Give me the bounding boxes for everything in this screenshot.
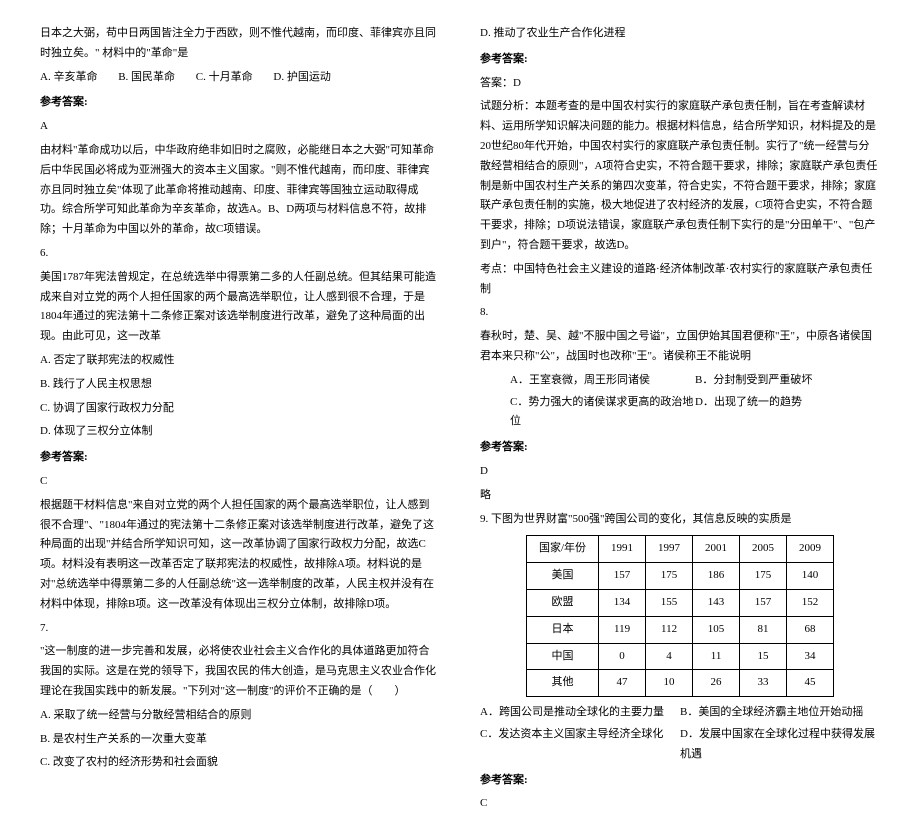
q8-note: 略 <box>480 486 880 506</box>
table-cell: 11 <box>693 643 740 670</box>
q9-number: 9. <box>480 513 488 525</box>
table-cell: 81 <box>740 616 787 643</box>
q8-choice-b: B．分封制受到严重破坏 <box>695 371 880 391</box>
table-cell: 15 <box>740 643 787 670</box>
table-cell: 4 <box>646 643 693 670</box>
table-cell: 美国 <box>526 563 598 590</box>
q6-answer: C <box>40 472 440 492</box>
q9-choice-c: C．发达资本主义国家主导经济全球化 <box>480 725 680 765</box>
table-cell: 157 <box>740 589 787 616</box>
q7-stem: "这一制度的进一步完善和发展，必将使农业社会主义合作化的具体道路更加符合我国的实… <box>40 642 440 701</box>
q5-choices: A. 辛亥革命 B. 国民革命 C. 十月革命 D. 护国运动 <box>40 68 440 88</box>
q9-header: 9. 下图为世界财富"500强"跨国公司的变化，其信息反映的实质是 <box>480 510 880 530</box>
table-header-row: 国家/年份 1991 1997 2001 2005 2009 <box>526 536 833 563</box>
q8-choice-c: C．势力强大的诸侯谋求更高的政治地位 <box>510 393 695 433</box>
q9-choice-row-1: A．跨国公司是推动全球化的主要力量 B．美国的全球经济霸主地位开始动摇 <box>480 703 880 723</box>
q7-choice-d: D. 推动了农业生产合作化进程 <box>480 24 880 44</box>
table-cell: 0 <box>599 643 646 670</box>
q8-answer: D <box>480 462 880 482</box>
q7-answer-label: 参考答案: <box>480 50 880 70</box>
table-cell: 33 <box>740 670 787 697</box>
q8-stem: 春秋时，楚、吴、越"不服中国之号谥"，立国伊始其国君便称"王"，中原各诸侯国君本… <box>480 327 880 367</box>
q6-number: 6. <box>40 244 440 264</box>
q7-point: 考点：中国特色社会主义建设的道路·经济体制改革·农村实行的家庭联产承包责任制 <box>480 260 880 300</box>
q8-choice-a: A．王室衰微，周王形同诸侯 <box>510 371 695 391</box>
q9-answer: C <box>480 794 880 814</box>
table-cell: 国家/年份 <box>526 536 598 563</box>
table-row: 中国 0 4 11 15 34 <box>526 643 833 670</box>
table-cell: 2001 <box>693 536 740 563</box>
q5-stem: 日本之大弼，苟中日两国皆注全力于西欧，则不惟代越南，而印度、菲律宾亦且同时独立矣… <box>40 24 440 64</box>
table-cell: 119 <box>599 616 646 643</box>
q7-number: 7. <box>40 619 440 639</box>
table-cell: 112 <box>646 616 693 643</box>
table-cell: 26 <box>693 670 740 697</box>
q7-choice-c: C. 改变了农村的经济形势和社会面貌 <box>40 753 440 773</box>
table-row: 日本 119 112 105 81 68 <box>526 616 833 643</box>
q6-answer-label: 参考答案: <box>40 448 440 468</box>
table-cell: 1997 <box>646 536 693 563</box>
q6-choice-a: A. 否定了联邦宪法的权威性 <box>40 351 440 371</box>
table-cell: 34 <box>787 643 834 670</box>
q5-explanation: 由材料"革命成功以后，中华政府绝非如旧时之腐败，必能继日本之大弼"可知革命后中华… <box>40 141 440 240</box>
q9-answer-label: 参考答案: <box>480 771 880 791</box>
table-cell: 68 <box>787 616 834 643</box>
right-column: D. 推动了农业生产合作化进程 参考答案: 答案：D 试题分析：本题考查的是中国… <box>480 20 880 818</box>
table-cell: 欧盟 <box>526 589 598 616</box>
table-cell: 155 <box>646 589 693 616</box>
q7-answer: 答案：D <box>480 74 880 94</box>
q6-choice-b: B. 践行了人民主权思想 <box>40 375 440 395</box>
table-cell: 152 <box>787 589 834 616</box>
table-cell: 140 <box>787 563 834 590</box>
table-cell: 157 <box>599 563 646 590</box>
table-cell: 134 <box>599 589 646 616</box>
q9-choice-d: D．发展中国家在全球化过程中获得发展机遇 <box>680 725 880 765</box>
table-cell: 186 <box>693 563 740 590</box>
table-row: 欧盟 134 155 143 157 152 <box>526 589 833 616</box>
q5-answer-label: 参考答案: <box>40 93 440 113</box>
table-cell: 2005 <box>740 536 787 563</box>
table-row: 美国 157 175 186 175 140 <box>526 563 833 590</box>
table-cell: 10 <box>646 670 693 697</box>
table-cell: 175 <box>646 563 693 590</box>
table-cell: 47 <box>599 670 646 697</box>
q8-answer-label: 参考答案: <box>480 438 880 458</box>
table-row: 其他 47 10 26 33 45 <box>526 670 833 697</box>
table-cell: 1991 <box>599 536 646 563</box>
table-cell: 143 <box>693 589 740 616</box>
q9-choice-b: B．美国的全球经济霸主地位开始动摇 <box>680 703 880 723</box>
q9-stem: 下图为世界财富"500强"跨国公司的变化，其信息反映的实质是 <box>491 513 791 525</box>
q5-choice-d: D. 护国运动 <box>273 68 330 88</box>
q5-choice-c: C. 十月革命 <box>196 68 253 88</box>
q8-choices: A．王室衰微，周王形同诸侯 B．分封制受到严重破坏 C．势力强大的诸侯谋求更高的… <box>480 371 880 432</box>
table-cell: 中国 <box>526 643 598 670</box>
q6-choice-d: D. 体现了三权分立体制 <box>40 422 440 442</box>
q8-choice-d: D．出现了统一的趋势 <box>695 393 880 433</box>
q9-table: 国家/年份 1991 1997 2001 2005 2009 美国 157 17… <box>526 535 834 697</box>
table-cell: 日本 <box>526 616 598 643</box>
q5-answer: A <box>40 117 440 137</box>
table-cell: 175 <box>740 563 787 590</box>
q5-choice-a: A. 辛亥革命 <box>40 68 97 88</box>
q9-choice-a: A．跨国公司是推动全球化的主要力量 <box>480 703 680 723</box>
q8-number: 8. <box>480 303 880 323</box>
q6-choice-c: C. 协调了国家行政权力分配 <box>40 399 440 419</box>
q5-choice-b: B. 国民革命 <box>118 68 175 88</box>
table-cell: 2009 <box>787 536 834 563</box>
table-cell: 105 <box>693 616 740 643</box>
left-column: 日本之大弼，苟中日两国皆注全力于西欧，则不惟代越南，而印度、菲律宾亦且同时独立矣… <box>40 20 440 818</box>
table-cell: 45 <box>787 670 834 697</box>
q6-stem: 美国1787年宪法曾规定，在总统选举中得票第二多的人任副总统。但其结果可能造成来… <box>40 268 440 347</box>
table-cell: 其他 <box>526 670 598 697</box>
q6-explanation: 根据题干材料信息"来自对立党的两个人担任国家的两个最高选举职位，让人感到很不合理… <box>40 496 440 615</box>
q7-choice-b: B. 是农村生产关系的一次重大变革 <box>40 730 440 750</box>
q7-explanation: 试题分析：本题考查的是中国农村实行的家庭联产承包责任制，旨在考查解读材料、运用所… <box>480 97 880 255</box>
q9-choice-row-2: C．发达资本主义国家主导经济全球化 D．发展中国家在全球化过程中获得发展机遇 <box>480 725 880 765</box>
q7-choice-a: A. 采取了统一经营与分散经营相结合的原则 <box>40 706 440 726</box>
